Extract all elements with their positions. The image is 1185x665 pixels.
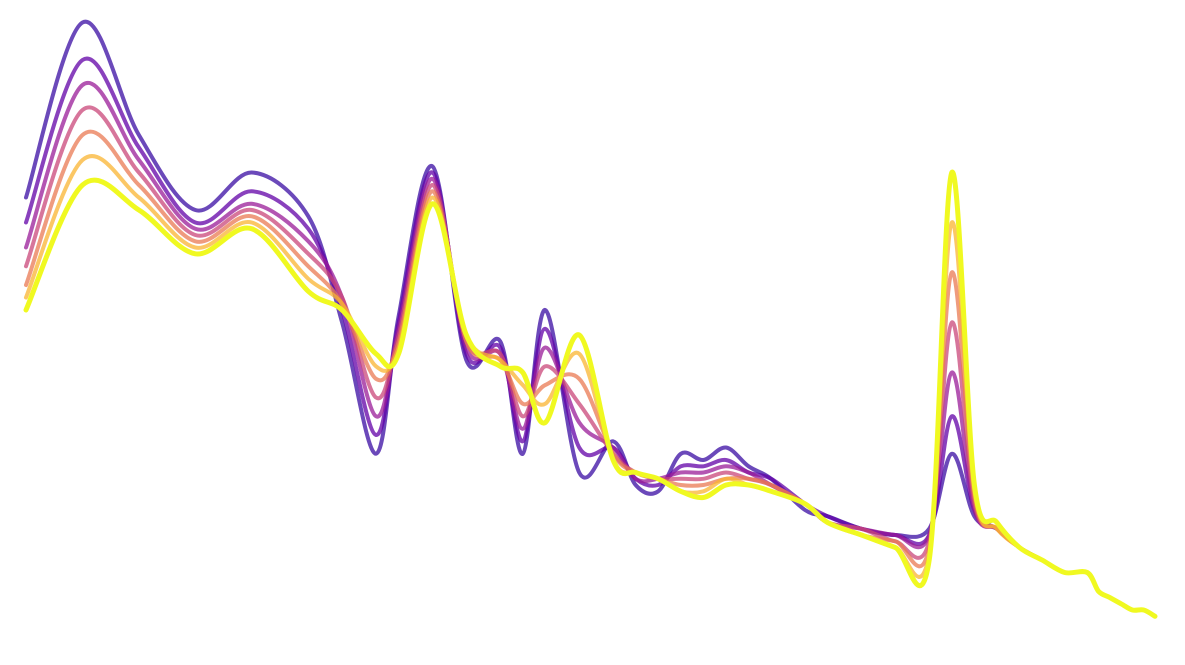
series-line-2 [24,56,1157,619]
series-line-6 [24,154,1157,619]
series-layer [23,19,1158,619]
series-line-3 [24,80,1157,619]
series-line-7 [23,169,1158,619]
